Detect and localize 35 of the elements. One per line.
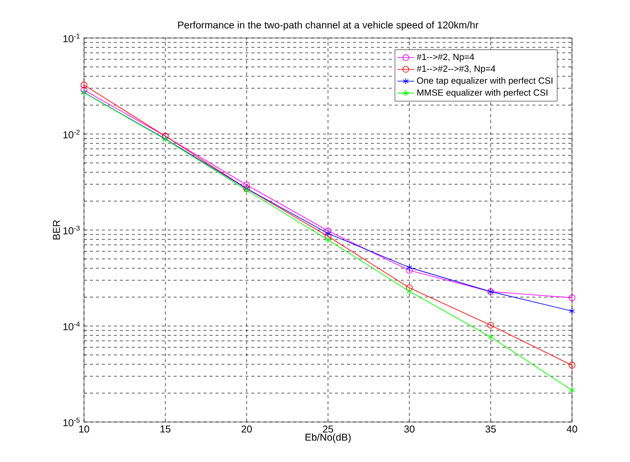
y-tick-label: 10$^{-5}$ bbox=[63, 418, 80, 426]
x-tick-label: 25 bbox=[322, 426, 334, 433]
legend-label: #1-->#2-->#3, Np=4 bbox=[416, 65, 496, 74]
y-tick-label: 10$^{-3}$ bbox=[63, 226, 80, 234]
x-tick-label: 30 bbox=[404, 426, 414, 433]
point bbox=[80, 86, 88, 94]
legend-label: MMSE equalizer with perfect CSI bbox=[417, 89, 548, 98]
point bbox=[325, 230, 331, 237]
point bbox=[243, 182, 250, 188]
point bbox=[406, 267, 413, 274]
x-axis-title: Eb/No(dB) bbox=[306, 433, 351, 443]
legend-label: One tap equalizer with perfect CSI bbox=[417, 77, 552, 86]
x-tick-label: 35 bbox=[486, 426, 496, 433]
y-tick-label: 10$^{-1}$ bbox=[63, 34, 80, 42]
point bbox=[324, 232, 332, 240]
x-tick-label: 20 bbox=[242, 426, 252, 433]
y-axis-title: BER bbox=[52, 220, 60, 240]
point bbox=[569, 308, 575, 314]
point bbox=[406, 264, 412, 271]
point bbox=[80, 82, 88, 88]
point bbox=[487, 322, 494, 329]
y-tick-label: 10$^{-4}$ bbox=[63, 322, 80, 330]
x-tick-label: 10 bbox=[79, 426, 90, 433]
x-tick-label: 40 bbox=[566, 426, 578, 433]
point bbox=[406, 288, 412, 295]
legend-label: #1-->#2, Np=4 bbox=[416, 54, 474, 62]
point bbox=[488, 334, 494, 340]
point bbox=[568, 294, 576, 302]
point bbox=[324, 228, 332, 234]
y-tick-label: 10$^{-2}$ bbox=[63, 130, 80, 138]
x-tick-label: 15 bbox=[160, 426, 170, 432]
point bbox=[325, 236, 331, 244]
chart-title: Performance in the two-path channel at a vehicle speed of 120km/hr bbox=[178, 21, 478, 30]
point bbox=[569, 386, 575, 394]
point bbox=[568, 362, 576, 369]
